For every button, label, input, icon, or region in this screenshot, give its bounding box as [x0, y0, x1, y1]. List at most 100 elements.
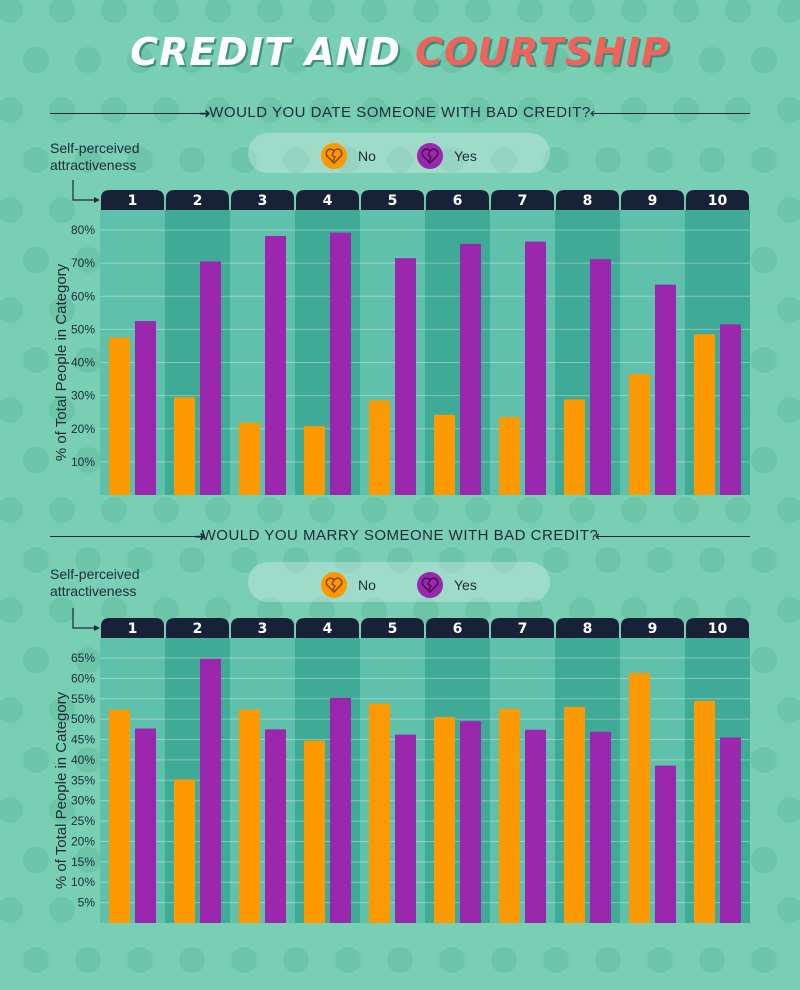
bar-no-10 [694, 334, 715, 495]
legend-item-no: No [320, 571, 376, 599]
category-label-8: 8 [583, 193, 593, 209]
arrow-line-left [50, 536, 200, 537]
bar-no-5 [369, 703, 390, 923]
category-label-4: 4 [323, 621, 333, 637]
bar-yes-1 [135, 728, 156, 923]
y-tick-label: 70% [71, 256, 95, 270]
question-1-text: WOULD YOU DATE SOMEONE WITH BAD CREDIT? [209, 104, 591, 121]
bar-no-2 [174, 397, 195, 495]
category-label-1: 1 [128, 621, 138, 637]
bar-yes-2 [200, 658, 221, 923]
column-header-5 [361, 618, 424, 638]
y-tick-label: 20% [71, 422, 95, 436]
y-tick-label: 15% [71, 855, 95, 869]
legend-yes-label: Yes [454, 148, 477, 164]
legend-no-label: No [358, 148, 376, 164]
bar-no-1 [109, 709, 130, 923]
bar-yes-10 [720, 324, 741, 495]
y-tick-label: 80% [71, 223, 95, 237]
bar-no-4 [304, 426, 325, 495]
broken-heart-icon [321, 572, 347, 598]
column-header-8 [556, 190, 619, 210]
broken-heart-icon [321, 143, 347, 169]
bar-no-7 [499, 708, 520, 923]
y-tick-label: 35% [71, 773, 95, 787]
arrow-line-right [600, 113, 750, 114]
bar-yes-5 [395, 734, 416, 923]
category-label-8: 8 [583, 621, 593, 637]
bar-yes-6 [460, 721, 481, 923]
category-label-3: 3 [258, 621, 268, 637]
bar-no-1 [109, 337, 130, 495]
bar-no-2 [174, 779, 195, 923]
column-header-2 [166, 190, 229, 210]
y-axis-title: % of Total People in Category [53, 691, 70, 889]
broken-heart-icon [417, 572, 443, 598]
axis-connector [72, 608, 98, 629]
legend-item-yes: Yes [416, 142, 477, 170]
bar-no-5 [369, 400, 390, 495]
bar-no-9 [629, 374, 650, 495]
bar-yes-5 [395, 258, 416, 495]
bar-yes-4 [330, 232, 351, 495]
arrow-line-right [605, 536, 750, 537]
legend-item-yes: Yes [416, 571, 477, 599]
legend-no-label: No [358, 577, 376, 593]
column-header-7 [491, 618, 554, 638]
category-label-2: 2 [193, 193, 203, 209]
category-label-7: 7 [518, 193, 528, 209]
y-tick-label: 20% [71, 834, 95, 848]
category-label-9: 9 [648, 621, 658, 637]
category-label-10: 10 [708, 621, 728, 637]
connector-arrow-icon [94, 197, 100, 203]
column-header-9 [621, 618, 684, 638]
column-header-6 [426, 190, 489, 210]
y-axis-title: % of Total People in Category [53, 263, 70, 461]
category-label-3: 3 [258, 193, 268, 209]
y-tick-label: 50% [71, 322, 95, 336]
y-tick-label: 25% [71, 814, 95, 828]
column-header-8 [556, 618, 619, 638]
bar-no-9 [629, 673, 650, 923]
bar-yes-7 [525, 729, 546, 923]
y-tick-label: 55% [71, 692, 95, 706]
page-title: CREDIT AND COURTSHIP [0, 30, 800, 74]
connector-arrow-icon [94, 625, 100, 631]
chart-date: 1 2 3 4 5 6 7 8 9 10 10% 20% 30% 40% 50% 60% 70% 80% % of … [53, 180, 750, 495]
arrow-right-icon: ➜ [199, 105, 212, 121]
chart-marry: 1 2 3 4 5 6 7 8 9 10 5% 10% 15% 20% 25% 30% 35% 40% 45% 50%… [53, 608, 750, 923]
y-tick-label: 40% [71, 356, 95, 370]
y-tick-label: 50% [71, 712, 95, 726]
bar-yes-1 [135, 321, 156, 495]
category-label-2: 2 [193, 621, 203, 637]
y-tick-label: 5% [78, 896, 96, 910]
title-part-2: COURTSHIP [415, 30, 670, 74]
category-label-10: 10 [708, 193, 728, 209]
category-label-6: 6 [453, 621, 463, 637]
column-header-4 [296, 618, 359, 638]
bar-no-4 [304, 740, 325, 923]
column-header-3 [231, 190, 294, 210]
y-tick-label: 30% [71, 794, 95, 808]
column-header-4 [296, 190, 359, 210]
y-tick-label: 45% [71, 733, 95, 747]
column-header-5 [361, 190, 424, 210]
bar-yes-10 [720, 737, 741, 923]
bar-no-6 [434, 717, 455, 923]
category-label-1: 1 [128, 193, 138, 209]
bar-yes-9 [655, 765, 676, 923]
bar-yes-3 [265, 235, 286, 495]
bar-no-8 [564, 706, 585, 923]
column-header-10 [686, 190, 749, 210]
x-axis-title-1: Self-perceived attractiveness [50, 140, 140, 173]
legend-1: No Yes [248, 133, 550, 173]
column-header-3 [231, 618, 294, 638]
y-tick-label: 30% [71, 389, 95, 403]
bar-no-8 [564, 399, 585, 495]
bar-yes-2 [200, 261, 221, 495]
bar-yes-4 [330, 697, 351, 923]
column-header-1 [101, 190, 164, 210]
column-header-1 [101, 618, 164, 638]
column-header-6 [426, 618, 489, 638]
bar-yes-7 [525, 241, 546, 495]
